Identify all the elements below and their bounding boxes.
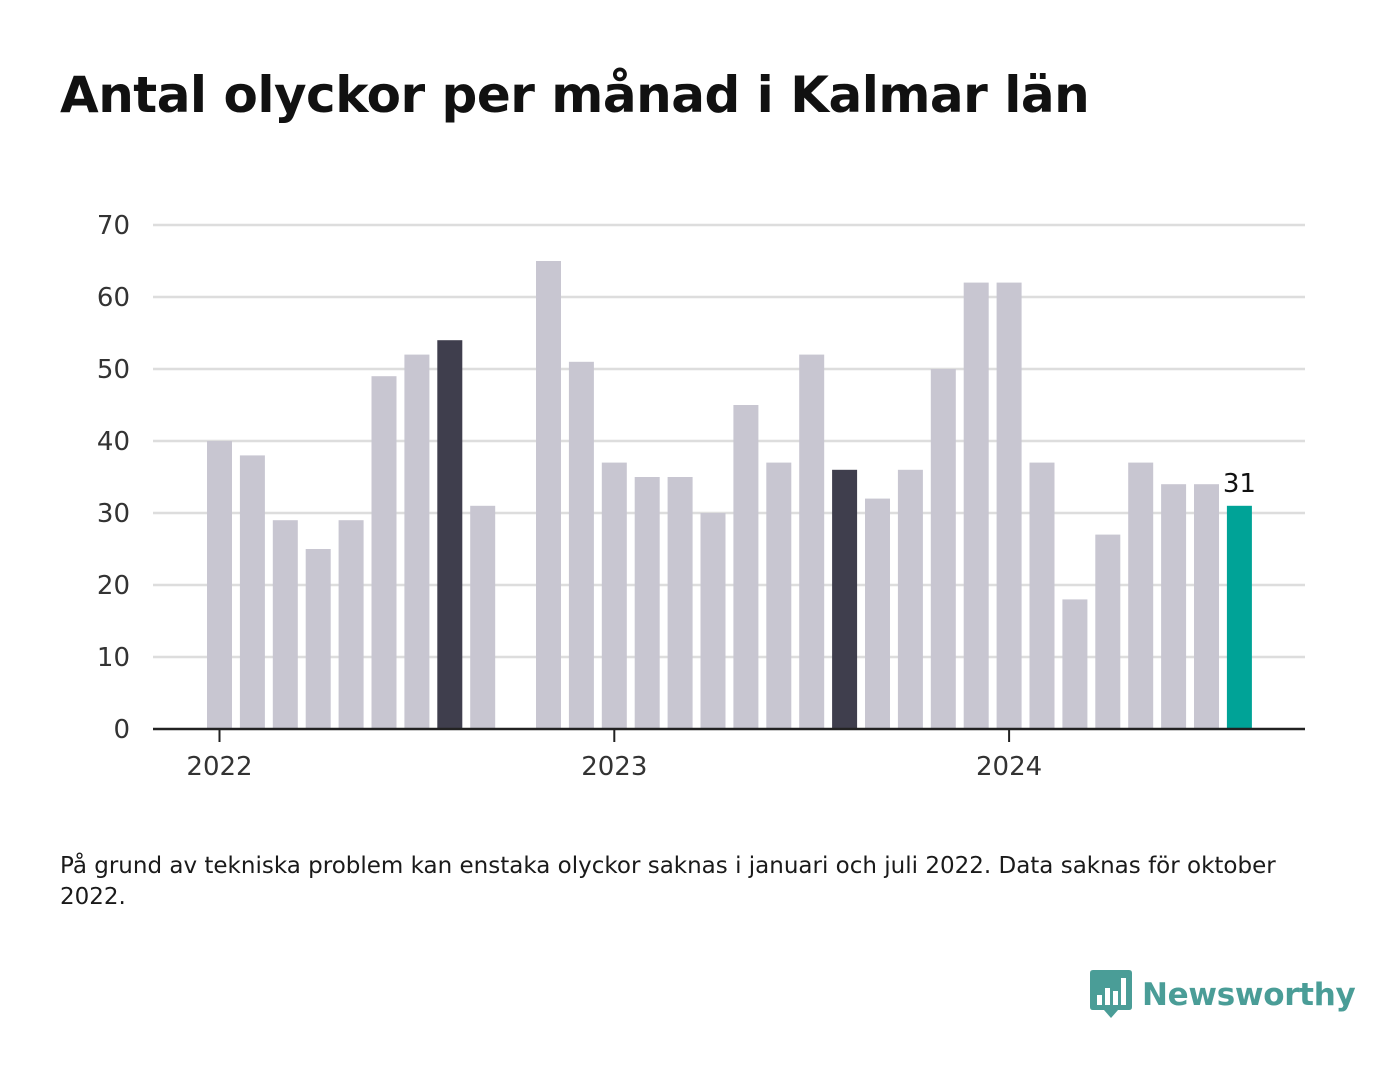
bar-2023-12: [963, 282, 989, 729]
bar-2022-09: [470, 505, 496, 729]
bars: [207, 261, 1252, 729]
x-tick-label: 2022: [186, 752, 252, 782]
bar-2023-09: [865, 498, 890, 729]
y-tick-label: 0: [113, 715, 130, 745]
newsworthy-logo-icon: [1090, 970, 1132, 1018]
y-tick-label: 30: [97, 499, 130, 529]
bar-2024-07: [1194, 484, 1219, 729]
bar-2022-08: [437, 340, 463, 729]
y-tick-label: 20: [97, 571, 130, 601]
bar-2024-06: [1161, 484, 1187, 729]
bar-2024-05: [1128, 462, 1154, 729]
bar-2024-03: [1062, 599, 1088, 729]
bar-2023-03: [667, 477, 693, 729]
bar-2022-04: [305, 549, 331, 729]
bar-2024-04: [1095, 534, 1121, 729]
data-label: 31: [1223, 469, 1256, 499]
axes: [153, 727, 1305, 742]
bar-2022-07: [404, 354, 430, 729]
bar-2022-11: [536, 261, 561, 729]
bar-2023-10: [897, 469, 923, 729]
bar-2023-01: [601, 462, 627, 729]
brand-name: Newsworthy: [1142, 977, 1356, 1013]
labels: 0 10 20 30 40 50 60 70 2022 2023 2024 31: [97, 211, 1256, 782]
bar-2023-08: [832, 469, 858, 729]
x-tick-label: 2024: [976, 752, 1042, 782]
bar-chart: 0 10 20 30 40 50 60 70 2022 2023 2024 31: [97, 211, 1305, 782]
y-tick-label: 70: [97, 211, 130, 241]
y-tick-label: 50: [97, 355, 130, 385]
bar-2022-12: [568, 361, 594, 729]
y-tick-label: 60: [97, 283, 130, 313]
bar-2022-01: [207, 441, 232, 729]
bar-2024-08: [1226, 505, 1252, 729]
bar-2023-02: [634, 477, 660, 729]
y-tick-label: 10: [97, 643, 130, 673]
y-tick-label: 40: [97, 427, 130, 457]
footnote: På grund av tekniska problem kan enstaka…: [60, 853, 1276, 910]
bar-2023-11: [930, 369, 956, 729]
bar-2024-01: [996, 282, 1022, 729]
bar-2022-06: [371, 376, 397, 729]
bar-2023-06: [766, 462, 792, 729]
bar-2022-05: [338, 520, 364, 729]
x-tick-label: 2023: [581, 752, 647, 782]
bar-2022-03: [272, 520, 298, 729]
brand-logo[interactable]: Newsworthy: [1090, 970, 1356, 1020]
bar-2023-05: [733, 405, 759, 729]
chart-title: Antal olyckor per månad i Kalmar län: [60, 66, 1090, 124]
bar-2023-04: [700, 513, 726, 729]
bar-2024-02: [1029, 462, 1055, 729]
bar-2022-02: [239, 455, 265, 729]
bar-2023-07: [799, 354, 825, 729]
